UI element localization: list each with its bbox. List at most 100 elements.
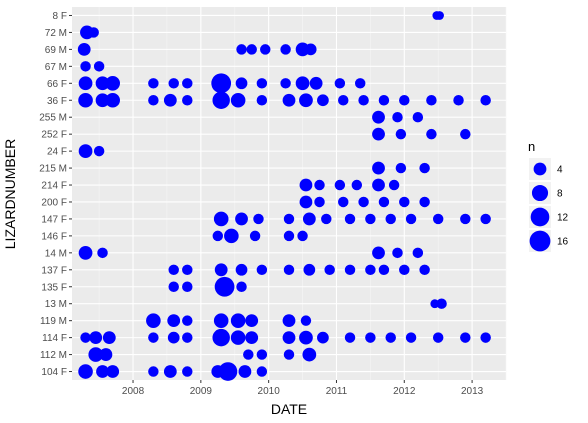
data-point: [78, 364, 93, 379]
data-point: [355, 78, 365, 88]
data-point: [302, 348, 316, 362]
data-point: [168, 265, 178, 275]
data-point: [80, 61, 90, 71]
data-point: [280, 44, 290, 54]
legend-label: 16: [557, 237, 569, 248]
data-point: [426, 95, 436, 105]
data-point: [211, 73, 231, 93]
data-point: [299, 331, 313, 345]
data-point: [300, 196, 313, 209]
data-point: [148, 78, 158, 88]
data-point: [396, 163, 406, 173]
x-tick-label: 2011: [326, 386, 348, 397]
data-point: [243, 349, 253, 359]
data-point: [379, 265, 389, 275]
data-point: [399, 197, 409, 207]
data-point: [310, 77, 323, 90]
legend-title: n: [528, 139, 535, 154]
data-point: [345, 214, 355, 224]
x-tick-label: 2012: [393, 386, 416, 397]
data-point: [78, 93, 93, 108]
data-point: [79, 144, 93, 158]
data-point: [480, 332, 490, 342]
x-tick-label: 2010: [258, 386, 281, 397]
data-point: [379, 197, 389, 207]
y-tick-label: 14 M: [45, 248, 67, 259]
data-point: [284, 349, 294, 359]
data-point: [250, 231, 260, 241]
data-point: [257, 78, 267, 88]
legend-label: 12: [557, 213, 569, 224]
data-point: [80, 332, 90, 342]
x-axis: 2008 2009 2010 2011 2012 2013: [122, 380, 484, 397]
data-point: [239, 365, 252, 378]
data-point: [100, 348, 113, 361]
data-point: [399, 95, 409, 105]
data-point: [182, 315, 192, 325]
data-point: [436, 298, 446, 308]
data-point: [372, 246, 385, 259]
data-point: [260, 44, 270, 54]
data-point: [164, 365, 177, 378]
data-point: [389, 180, 399, 190]
data-point: [280, 78, 290, 88]
data-point: [257, 95, 267, 105]
legend-point: [532, 185, 548, 201]
data-point: [164, 94, 177, 107]
legend-point: [530, 231, 551, 252]
data-point: [214, 212, 229, 227]
data-point: [215, 263, 228, 276]
data-point: [365, 214, 375, 224]
y-tick-label: 69 M: [45, 45, 67, 56]
data-point: [236, 264, 248, 276]
data-point: [345, 265, 355, 275]
data-point: [379, 95, 389, 105]
data-point: [245, 331, 258, 344]
data-point: [212, 92, 229, 109]
legend-point: [534, 163, 547, 176]
data-point: [426, 129, 436, 139]
data-point: [399, 265, 409, 275]
data-point: [460, 214, 470, 224]
data-point: [317, 332, 329, 344]
data-point: [106, 365, 119, 378]
data-point: [314, 180, 324, 190]
data-point: [246, 44, 256, 54]
data-point: [257, 265, 267, 275]
legend-label: 8: [557, 189, 563, 200]
y-tick-label: 114 F: [42, 333, 67, 344]
y-tick-label: 255 M: [39, 113, 67, 124]
x-tick-label: 2013: [461, 386, 484, 397]
data-point: [257, 366, 267, 376]
data-point: [219, 362, 238, 381]
y-tick-label: 36 F: [47, 96, 67, 107]
legend-label: 4: [557, 165, 563, 176]
data-point: [317, 94, 329, 106]
data-point: [296, 76, 310, 90]
data-point: [103, 331, 116, 344]
data-point: [453, 95, 463, 105]
data-point: [105, 76, 120, 91]
data-point: [480, 214, 490, 224]
data-point: [231, 313, 246, 328]
data-point: [480, 95, 490, 105]
data-point: [314, 197, 324, 207]
data-point: [358, 197, 368, 207]
data-point: [392, 248, 402, 258]
data-point: [148, 95, 158, 105]
data-point: [168, 78, 178, 88]
data-point: [284, 231, 294, 241]
data-point: [392, 112, 402, 122]
data-point: [182, 366, 192, 376]
data-point: [303, 264, 315, 276]
data-point: [236, 282, 246, 292]
data-point: [396, 129, 406, 139]
data-point: [182, 282, 192, 292]
data-point: [324, 265, 334, 275]
data-point: [212, 329, 229, 346]
data-point: [435, 11, 444, 20]
data-point: [168, 332, 180, 344]
data-point: [215, 277, 235, 297]
data-point: [305, 44, 317, 56]
y-tick-label: 214 F: [41, 181, 67, 192]
